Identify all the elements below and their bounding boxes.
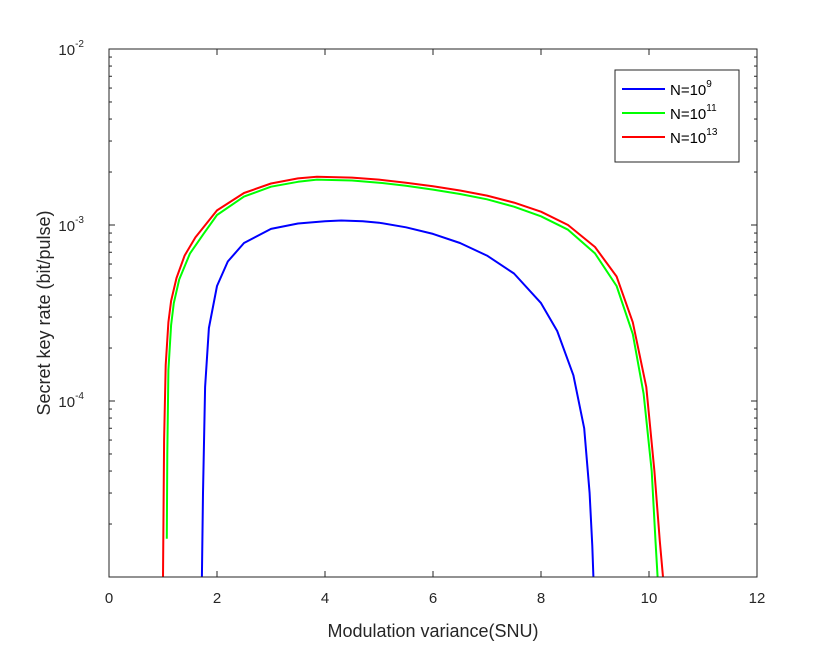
x-tick-label: 8	[537, 590, 545, 607]
legend-box	[614, 69, 740, 163]
series-line-2	[162, 175, 664, 577]
x-tick-label: 0	[105, 590, 113, 607]
legend-entry-exponent: 13	[706, 127, 718, 138]
y-axis-label: Secret key rate (bit/pulse)	[34, 210, 54, 415]
x-tick-label: 10	[641, 590, 658, 607]
legend-entry-base: N=10	[670, 106, 706, 123]
series-line-0	[200, 219, 595, 577]
y-tick-label: 10-3	[58, 215, 84, 235]
y-tick-exponent: -4	[75, 391, 84, 402]
legend-entry-exponent: 11	[706, 103, 717, 114]
series-layer	[162, 175, 664, 577]
legend-entry-label: N=1013	[670, 127, 718, 147]
x-axis-label: Modulation variance(SNU)	[327, 621, 538, 641]
legend-entry-base: N=10	[670, 82, 706, 99]
y-tick-base: 10	[58, 394, 75, 411]
x-tick-label: 2	[213, 590, 221, 607]
legend-entry-label: N=109	[670, 79, 712, 99]
legend-entry-label: N=1011	[670, 103, 717, 123]
y-tick-exponent: -3	[75, 215, 84, 226]
x-tick-label: 4	[321, 590, 329, 607]
x-tick-label: 6	[429, 590, 437, 607]
y-tick-base: 10	[58, 218, 75, 235]
series-line-1	[165, 178, 659, 577]
y-tick-exponent: -2	[75, 39, 84, 50]
y-tick-base: 10	[58, 42, 75, 59]
legend-entry-base: N=10	[670, 130, 706, 147]
y-tick-label: 10-4	[58, 391, 84, 411]
y-tick-label: 10-2	[58, 39, 84, 59]
x-tick-label: 12	[749, 590, 766, 607]
y-axis-ticks: 10-410-310-2	[58, 39, 757, 525]
x-axis-ticks: 0 2 4 6 8 10 12	[105, 49, 766, 607]
legend-entry-exponent: 9	[706, 79, 712, 90]
